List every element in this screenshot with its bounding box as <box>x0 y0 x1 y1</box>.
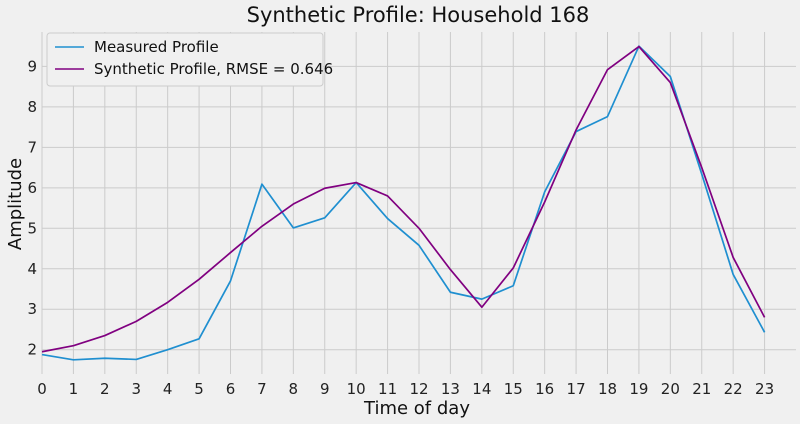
x-tick-label: 5 <box>194 380 204 398</box>
x-tick-label: 9 <box>320 380 330 398</box>
x-tick-label: 4 <box>163 380 173 398</box>
legend: Measured Profile Synthetic Profile, RMSE… <box>46 32 333 87</box>
y-tick-label: 6 <box>27 179 37 197</box>
y-tick-label: 8 <box>27 98 37 116</box>
x-tick-label: 17 <box>567 380 586 398</box>
x-tick-label: 7 <box>257 380 267 398</box>
x-tick-label: 21 <box>692 380 711 398</box>
y-tick-label: 5 <box>27 219 37 237</box>
y-axis-label: Amplitude <box>5 158 26 250</box>
y-tick-label: 3 <box>27 300 37 318</box>
x-tick-label: 13 <box>441 380 460 398</box>
x-tick-label: 1 <box>69 380 79 398</box>
legend-label-synthetic: Synthetic Profile, RMSE = 0.646 <box>94 60 333 78</box>
chart-title: Synthetic Profile: Household 168 <box>247 3 590 27</box>
series-line-1 <box>41 45 766 353</box>
x-tick-label: 12 <box>409 380 428 398</box>
x-tick-label: 6 <box>226 380 236 398</box>
legend-label-measured: Measured Profile <box>94 38 219 56</box>
x-tick-label: 22 <box>724 380 743 398</box>
x-tick-label: 15 <box>504 380 523 398</box>
x-axis-label: Time of day <box>363 398 470 419</box>
x-tick-label: 23 <box>755 380 774 398</box>
x-tick-label: 8 <box>289 380 299 398</box>
y-tick-label: 4 <box>27 260 37 278</box>
x-tick-labels: 0 1 2 3 4 5 6 7 8 9 10 11 12 13 14 15 16 17 18 19 20 21 22 23 <box>37 380 774 398</box>
series-line-0 <box>41 45 766 361</box>
x-tick-label: 0 <box>37 380 47 398</box>
x-tick-label: 14 <box>472 380 491 398</box>
x-tick-label: 10 <box>347 380 366 398</box>
y-tick-label: 9 <box>27 57 37 75</box>
x-tick-label: 11 <box>378 380 397 398</box>
legend-box <box>46 32 324 87</box>
y-tick-labels: 2 3 4 5 6 7 8 9 <box>27 57 37 358</box>
x-tick-label: 19 <box>629 380 648 398</box>
x-tick-label: 2 <box>100 380 110 398</box>
x-tick-label: 20 <box>661 380 680 398</box>
x-tick-label: 3 <box>131 380 141 398</box>
x-tick-label: 16 <box>535 380 554 398</box>
x-tick-label: 18 <box>598 380 617 398</box>
series-lines <box>41 45 766 361</box>
y-tick-label: 2 <box>27 341 37 359</box>
y-tick-label: 7 <box>27 138 37 156</box>
